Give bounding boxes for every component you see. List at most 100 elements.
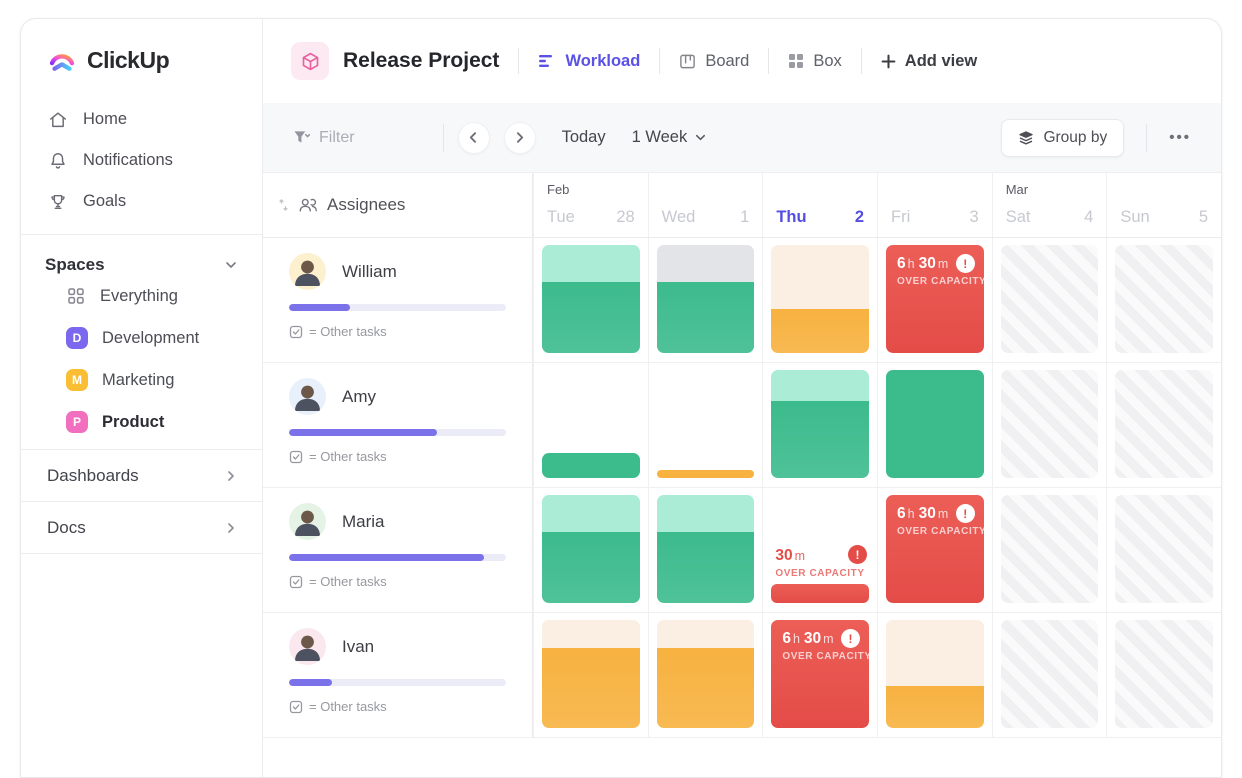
workload-cell-amy-wed[interactable]	[647, 363, 763, 487]
capacity-progress-bar	[289, 679, 506, 686]
sidebar-item-product[interactable]: P Product	[45, 401, 238, 443]
other-tasks[interactable]: = Other tasks	[289, 574, 506, 589]
capacity-block[interactable]	[886, 620, 984, 728]
workload-cell-william-wed[interactable]	[647, 238, 763, 362]
spaces-header[interactable]: Spaces	[45, 255, 238, 275]
capacity-block[interactable]	[542, 245, 640, 353]
workload-cell-william-sat[interactable]	[991, 238, 1107, 362]
grid-icon	[66, 286, 86, 306]
over-capacity-time: 6 h 30 m	[897, 505, 949, 522]
workload-cell-william-sun[interactable]	[1106, 238, 1221, 362]
workload-cell-maria-sat[interactable]	[991, 488, 1107, 612]
workload-cell-amy-fri[interactable]	[877, 363, 992, 487]
range-select[interactable]: 1 Week	[632, 128, 708, 147]
workload-cell-ivan-sun[interactable]	[1106, 613, 1221, 737]
workload-cell-ivan-tue[interactable]	[533, 613, 648, 737]
tab-workload[interactable]: Workload	[538, 52, 640, 71]
workload-cell-william-fri[interactable]: 6 h 30 m OVER CAPACITY!	[877, 238, 992, 362]
workload-cell-william-thu[interactable]	[762, 238, 877, 362]
workload-cell-ivan-wed[interactable]	[647, 613, 763, 737]
weekend-block	[1000, 620, 1099, 728]
capacity-block[interactable]	[771, 584, 870, 603]
month-label	[662, 182, 750, 197]
sidebar-item-everything[interactable]: Everything	[45, 275, 238, 317]
sidebar-item-development[interactable]: D Development	[45, 317, 238, 359]
workload-cell-ivan-sat[interactable]	[991, 613, 1107, 737]
checkbox-icon	[289, 325, 303, 339]
layers-icon	[1018, 130, 1034, 146]
capacity-block[interactable]	[542, 620, 640, 728]
over-capacity-block[interactable]: 6 h 30 m OVER CAPACITY!	[886, 495, 986, 603]
other-tasks[interactable]: = Other tasks	[289, 324, 506, 339]
more-options-button[interactable]: •••	[1169, 129, 1191, 146]
sidebar-item-marketing[interactable]: M Marketing	[45, 359, 238, 401]
assignee-name: Ivan	[342, 636, 375, 656]
toolbar: Filter Today 1 Week	[263, 103, 1221, 173]
other-tasks[interactable]: = Other tasks	[289, 449, 506, 464]
tab-box[interactable]: Box	[788, 52, 842, 71]
capacity-block[interactable]	[886, 370, 984, 478]
workload-cell-amy-tue[interactable]	[533, 363, 648, 487]
capacity-block[interactable]	[656, 620, 755, 728]
over-capacity-block[interactable]: 6 h 30 m OVER CAPACITY!	[771, 620, 871, 728]
bell-icon	[48, 151, 68, 171]
sidebar-nav: Home Notifications Goals	[21, 99, 262, 222]
month-label	[776, 182, 864, 197]
capacity-block[interactable]	[656, 245, 755, 353]
sidebar-item-docs[interactable]: Docs	[21, 501, 262, 553]
day-column-header-wed: Wed 1	[647, 173, 763, 237]
workload-cell-maria-wed[interactable]	[647, 488, 763, 612]
other-tasks-label: = Other tasks	[309, 699, 387, 714]
day-number: 3	[969, 208, 979, 226]
capacity-block[interactable]	[771, 245, 870, 353]
workload-cell-amy-thu[interactable]	[762, 363, 877, 487]
group-by-button[interactable]: Group by	[1001, 118, 1125, 157]
workload-cell-maria-sun[interactable]	[1106, 488, 1221, 612]
sidebar-item-dashboards[interactable]: Dashboards	[21, 449, 262, 501]
clickup-logo[interactable]: ClickUp	[21, 45, 262, 75]
assignee-info: Amy = Other tasks	[263, 363, 533, 487]
avatar	[289, 503, 326, 540]
workload-cell-william-tue[interactable]	[533, 238, 648, 362]
assignee-row-maria: Maria = Other tasks 30 m OVER CAPACITY! 6 h 30 m…	[263, 488, 1221, 613]
assignee-info: William = Other tasks	[263, 238, 533, 362]
weekend-block	[1000, 495, 1099, 603]
capacity-progress-bar	[289, 429, 506, 436]
assignees-header[interactable]: Assignees	[263, 173, 533, 237]
sort-icon[interactable]	[278, 198, 289, 212]
add-view-button[interactable]: Add view	[881, 52, 977, 71]
workload-cell-maria-tue[interactable]	[533, 488, 648, 612]
capacity-block[interactable]	[771, 370, 870, 478]
day-column-header-fri: Fri 3	[877, 173, 992, 237]
checkbox-icon	[289, 700, 303, 714]
assignees-label: Assignees	[327, 195, 406, 214]
capacity-block[interactable]	[656, 470, 755, 478]
filter-button[interactable]: Filter	[293, 129, 355, 147]
workload-cell-maria-thu[interactable]: 30 m OVER CAPACITY!	[762, 488, 877, 612]
filter-label: Filter	[319, 128, 355, 146]
over-capacity-block[interactable]: 6 h 30 m OVER CAPACITY!	[886, 245, 986, 353]
tab-board[interactable]: Board	[679, 52, 749, 71]
capacity-block[interactable]	[656, 495, 755, 603]
capacity-block[interactable]	[542, 495, 640, 603]
workload-cell-ivan-fri[interactable]	[877, 613, 992, 737]
day-name: Sat	[1005, 208, 1031, 226]
sidebar-item-goals[interactable]: Goals	[21, 181, 262, 222]
trophy-icon	[48, 192, 68, 212]
prev-week-button[interactable]	[457, 121, 490, 154]
row-day-cells: 30 m OVER CAPACITY! 6 h 30 m OVER CAPACITY!	[533, 488, 1221, 612]
sidebar-item-notifications[interactable]: Notifications	[21, 140, 262, 181]
workload-cell-amy-sun[interactable]	[1106, 363, 1221, 487]
capacity-block[interactable]	[542, 453, 640, 478]
other-tasks-label: = Other tasks	[309, 449, 387, 464]
sidebar-item-home[interactable]: Home	[21, 99, 262, 140]
next-week-button[interactable]	[503, 121, 536, 154]
chevron-down-icon[interactable]	[224, 258, 238, 272]
workload-cell-amy-sat[interactable]	[991, 363, 1107, 487]
other-tasks[interactable]: = Other tasks	[289, 699, 506, 714]
sidebar-link-label: Dashboards	[47, 465, 139, 485]
today-button[interactable]: Today	[561, 128, 606, 146]
workload-cell-maria-fri[interactable]: 6 h 30 m OVER CAPACITY!	[877, 488, 992, 612]
month-label	[1120, 182, 1208, 197]
workload-cell-ivan-thu[interactable]: 6 h 30 m OVER CAPACITY!	[762, 613, 877, 737]
